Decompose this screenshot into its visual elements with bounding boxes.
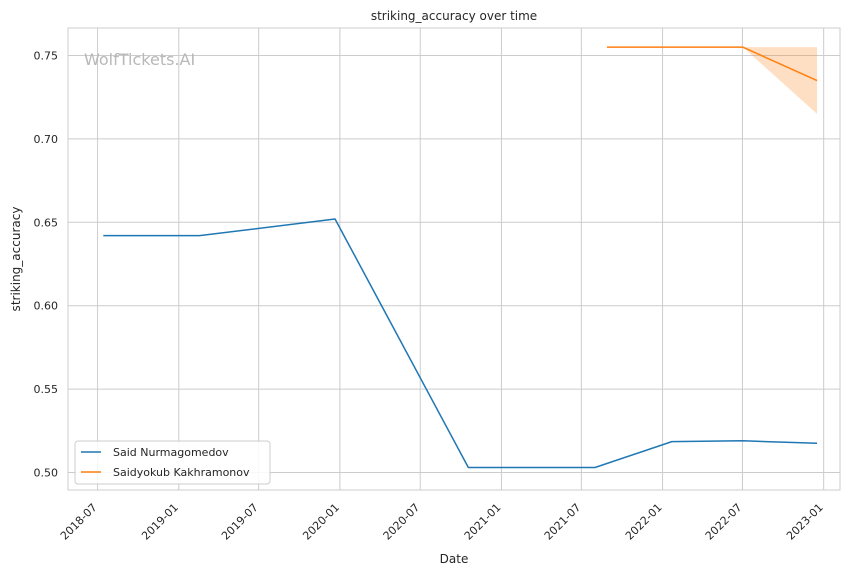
data-point (334, 217, 337, 220)
data-point (741, 439, 744, 442)
legend-box (74, 440, 271, 485)
x-axis-label: Date (440, 552, 469, 566)
y-tick-label: 0.60 (34, 300, 59, 313)
plot-area (67, 27, 841, 491)
x-tick-labels: 2018-07 2019-01 2019-07 2020-01 2020-07 2021-… (58, 501, 826, 543)
x-tick-label: 2019-07 (219, 501, 261, 543)
data-point (816, 79, 819, 82)
x-tick-label: 2019-01 (139, 501, 181, 543)
y-tick-label: 0.65 (34, 216, 59, 229)
x-tick-label: 2020-07 (381, 501, 423, 543)
data-point (741, 46, 744, 49)
series-lines-layer (102, 46, 819, 469)
x-tick-label: 2021-01 (462, 501, 504, 543)
series-line-0 (103, 218, 818, 469)
confidence-band-layer (742, 47, 818, 114)
data-point (594, 466, 597, 469)
series-line-1 (606, 46, 818, 82)
data-point (467, 466, 470, 469)
y-tick-label: 0.55 (34, 383, 59, 396)
data-point (198, 234, 201, 237)
y-tick-label: 0.70 (34, 133, 59, 146)
x-tick-label: 2020-01 (300, 501, 342, 543)
y-tick-label: 0.75 (34, 50, 59, 63)
legend: Said Nurmagomedov Saidyokub Kakhramonov (74, 440, 271, 485)
data-point (670, 440, 673, 443)
legend-label: Saidyokub Kakhramonov (113, 466, 250, 479)
data-point (605, 46, 608, 49)
y-axis-label: striking_accuracy (9, 207, 23, 312)
data-point (102, 234, 105, 237)
legend-label: Said Nurmagomedov (113, 446, 229, 459)
data-point (816, 442, 819, 445)
x-tick-label: 2023-01 (784, 501, 826, 543)
x-tick-label: 2022-01 (623, 501, 665, 543)
x-tick-label: 2021-07 (542, 501, 584, 543)
chart-title: striking_accuracy over time (371, 9, 537, 23)
x-tick-label: 2018-07 (58, 501, 100, 543)
series-confidence-band (742, 47, 818, 114)
y-tick-label: 0.50 (34, 466, 59, 479)
watermark-text: WolfTickets.AI (84, 50, 195, 69)
y-tick-labels: 0.50 0.55 0.60 0.65 0.70 0.75 (34, 50, 59, 480)
x-tick-label: 2022-07 (703, 501, 745, 543)
